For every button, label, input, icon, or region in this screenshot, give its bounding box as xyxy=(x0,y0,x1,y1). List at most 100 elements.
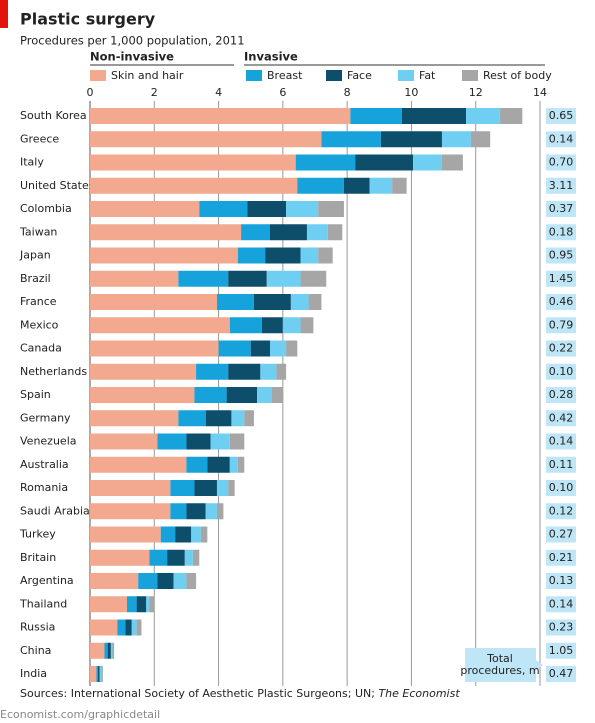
category-label: Canada xyxy=(20,342,62,355)
total-label: 0.21 xyxy=(549,551,574,564)
bar-segment xyxy=(295,154,356,171)
bar-segment xyxy=(90,526,161,543)
category-label: United States xyxy=(20,179,95,192)
bar-segment xyxy=(136,619,142,636)
total-box xyxy=(546,363,576,380)
bar-segment xyxy=(499,108,523,124)
x-tick-label: 2 xyxy=(151,86,158,99)
total-label: 3.11 xyxy=(549,179,574,192)
bar-segment xyxy=(343,177,370,194)
bar-segment xyxy=(253,294,291,310)
source: Sources: International Society of Aesthe… xyxy=(20,687,460,700)
bar-segment xyxy=(199,201,248,217)
legend-swatch xyxy=(90,70,106,81)
bar-segment xyxy=(247,201,287,217)
total-box xyxy=(546,619,576,636)
bar-segment xyxy=(270,224,307,241)
bar-segment xyxy=(196,363,229,380)
bar-segment xyxy=(191,526,201,543)
chart-title: Plastic surgery xyxy=(20,10,156,29)
total-box xyxy=(546,270,576,287)
bar-segment xyxy=(210,433,230,450)
totals-title: Total procedures, m xyxy=(460,652,539,677)
category-label: Britain xyxy=(20,551,56,564)
bar-segment xyxy=(90,224,242,241)
total-box xyxy=(546,573,576,589)
bar-segment xyxy=(290,294,309,310)
bar-segment xyxy=(207,456,230,473)
bar-segment xyxy=(257,387,272,403)
total-label: 0.27 xyxy=(549,528,574,541)
bar-segment xyxy=(160,526,176,543)
total-box xyxy=(546,247,576,264)
total-box xyxy=(546,131,576,148)
bar-segment xyxy=(90,108,351,124)
bar-segment xyxy=(194,387,227,403)
total-label: 0.12 xyxy=(549,504,574,517)
bar-segment xyxy=(90,387,195,403)
bar-segment xyxy=(99,666,102,682)
bar-segment xyxy=(146,596,150,613)
bar-segment xyxy=(261,317,283,334)
total-box xyxy=(546,154,576,171)
legend-swatch xyxy=(462,70,478,81)
total-box xyxy=(546,201,576,217)
bar-segment xyxy=(321,131,381,148)
legend-swatch xyxy=(326,70,342,81)
total-label: 0.65 xyxy=(549,109,574,122)
bar-segment xyxy=(90,410,179,427)
category-label: France xyxy=(20,295,57,308)
total-box xyxy=(546,340,576,357)
bar-segment xyxy=(186,433,211,450)
bar-segment xyxy=(138,573,158,589)
category-label: Romania xyxy=(20,481,68,494)
total-box xyxy=(546,410,576,427)
bar-segment xyxy=(318,201,344,217)
category-label: Netherlands xyxy=(20,365,87,378)
legend-swatch xyxy=(398,70,414,81)
total-label: 0.47 xyxy=(549,667,574,680)
total-label: 0.14 xyxy=(549,132,574,145)
bar-segment xyxy=(276,363,287,380)
bar-segment xyxy=(90,480,171,496)
category-label: Japan xyxy=(19,249,51,262)
bar-segment xyxy=(300,317,314,334)
bar-segment xyxy=(286,340,298,357)
bar-segment xyxy=(98,666,100,682)
bar-segment xyxy=(110,642,113,659)
bar-segment xyxy=(96,666,99,682)
bar-segment xyxy=(380,131,442,148)
totals-title-line: procedures, m xyxy=(460,664,539,677)
total-box xyxy=(546,108,576,124)
category-label: Taiwan xyxy=(19,225,57,238)
bar-segment xyxy=(117,619,126,636)
total-box xyxy=(546,177,576,194)
total-label: 0.18 xyxy=(549,225,574,238)
total-label: 0.10 xyxy=(549,365,574,378)
total-label: 0.70 xyxy=(549,156,574,169)
total-label: 0.10 xyxy=(549,481,574,494)
legend-label: Fat xyxy=(419,69,436,82)
x-tick-label: 6 xyxy=(279,86,286,99)
total-box xyxy=(546,549,576,566)
bar-segment xyxy=(90,433,158,450)
total-label: 0.11 xyxy=(549,458,574,471)
bar-segment xyxy=(270,340,287,357)
bar-segment xyxy=(271,387,283,403)
bar-segment xyxy=(167,549,185,566)
bar-segment xyxy=(90,247,238,264)
category-label: Thailand xyxy=(19,597,67,610)
x-tick-label: 4 xyxy=(215,86,222,99)
total-box xyxy=(546,224,576,241)
bar-segment xyxy=(250,340,270,357)
bar-segment xyxy=(104,642,108,659)
bar-segment xyxy=(231,410,245,427)
category-label: China xyxy=(20,644,51,657)
bar-segment xyxy=(392,177,407,194)
bar-segment xyxy=(244,410,254,427)
bar-segment xyxy=(200,526,208,543)
legend-swatch xyxy=(246,70,262,81)
bar-segment xyxy=(90,270,179,287)
bar-segment xyxy=(131,619,137,636)
